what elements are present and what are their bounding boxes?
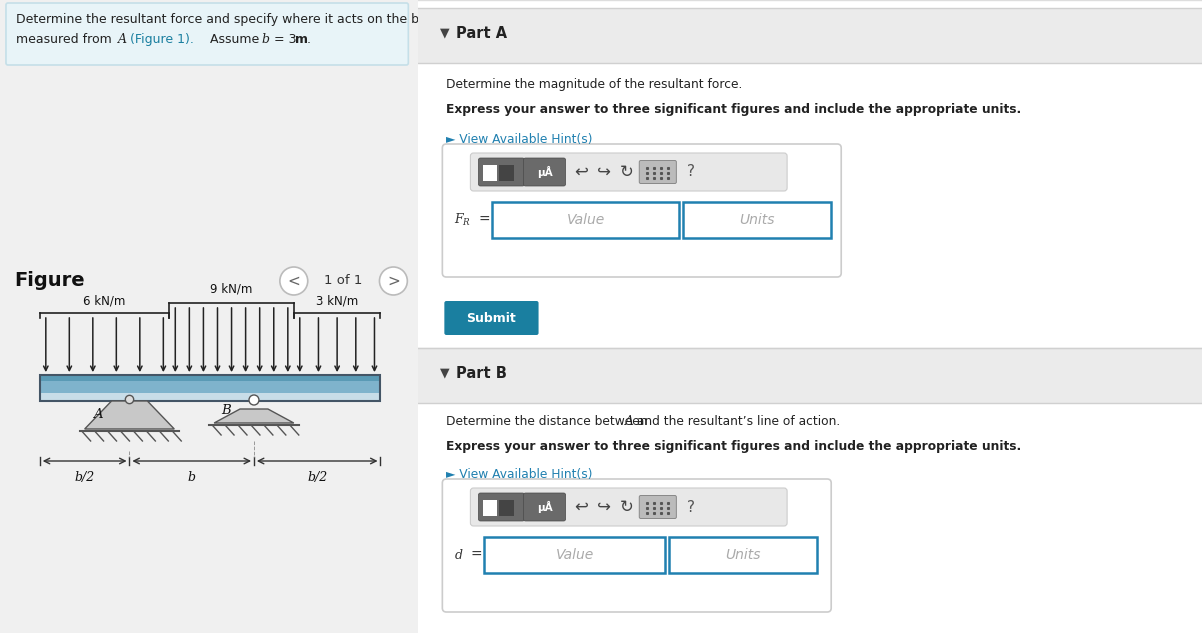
Text: $d$: $d$: [454, 548, 464, 562]
Text: ► View Available Hint(s): ► View Available Hint(s): [446, 468, 593, 481]
FancyBboxPatch shape: [483, 500, 498, 516]
Text: Determine the resultant force and specify where it acts on the beam: Determine the resultant force and specif…: [16, 13, 447, 26]
Text: Units: Units: [739, 213, 775, 227]
Text: ↩: ↩: [573, 498, 588, 516]
Text: 9 kN/m: 9 kN/m: [210, 282, 252, 295]
FancyBboxPatch shape: [470, 488, 787, 526]
Text: Value: Value: [555, 548, 594, 562]
FancyBboxPatch shape: [40, 375, 381, 393]
Text: b: b: [262, 33, 270, 46]
Text: 1 of 1: 1 of 1: [325, 275, 363, 287]
FancyBboxPatch shape: [445, 301, 538, 335]
Text: Part A: Part A: [457, 25, 507, 41]
Text: ↩: ↩: [573, 163, 588, 181]
Text: Determine the magnitude of the resultant force.: Determine the magnitude of the resultant…: [446, 78, 743, 91]
FancyBboxPatch shape: [639, 161, 677, 184]
FancyBboxPatch shape: [639, 496, 677, 518]
Text: Part B: Part B: [457, 365, 507, 380]
FancyBboxPatch shape: [418, 8, 1202, 63]
Polygon shape: [84, 401, 174, 429]
Text: (Figure 1).: (Figure 1).: [131, 33, 195, 46]
Text: m: m: [294, 33, 308, 46]
FancyBboxPatch shape: [524, 158, 566, 186]
FancyBboxPatch shape: [442, 479, 832, 612]
Text: Express your answer to three significant figures and include the appropriate uni: Express your answer to three significant…: [446, 103, 1022, 116]
FancyBboxPatch shape: [418, 0, 1202, 8]
Text: measured from: measured from: [16, 33, 115, 46]
FancyBboxPatch shape: [500, 500, 513, 516]
Text: Submit: Submit: [466, 311, 517, 325]
Circle shape: [280, 267, 308, 295]
FancyBboxPatch shape: [418, 348, 1202, 403]
Text: b/2: b/2: [307, 471, 327, 484]
Text: Value: Value: [566, 213, 605, 227]
Text: ↪: ↪: [596, 498, 611, 516]
Text: ▼: ▼: [440, 27, 450, 39]
Text: b/2: b/2: [75, 471, 95, 484]
Text: and the resultant’s line of action.: and the resultant’s line of action.: [632, 415, 840, 428]
Text: Figure: Figure: [14, 272, 84, 291]
FancyBboxPatch shape: [500, 165, 513, 181]
Circle shape: [380, 267, 407, 295]
Text: 3 kN/m: 3 kN/m: [316, 294, 358, 307]
Text: Express your answer to three significant figures and include the appropriate uni: Express your answer to three significant…: [446, 440, 1022, 453]
Text: μÅ: μÅ: [537, 501, 553, 513]
Text: ▼: ▼: [440, 367, 450, 380]
FancyBboxPatch shape: [40, 393, 381, 401]
FancyBboxPatch shape: [478, 158, 524, 186]
Text: b: b: [188, 471, 196, 484]
FancyBboxPatch shape: [668, 537, 817, 573]
Text: =: =: [470, 548, 482, 562]
Text: ?: ?: [686, 499, 695, 515]
Text: ?: ?: [686, 165, 695, 180]
Text: 6 kN/m: 6 kN/m: [83, 294, 126, 307]
Text: ↻: ↻: [620, 163, 633, 181]
Text: Assume: Assume: [207, 33, 263, 46]
Text: A: A: [93, 408, 102, 422]
FancyBboxPatch shape: [484, 537, 665, 573]
Text: B: B: [221, 404, 231, 418]
FancyBboxPatch shape: [683, 202, 832, 238]
Text: ↻: ↻: [620, 498, 633, 516]
Text: = 3: = 3: [270, 33, 300, 46]
Text: Determine the distance between: Determine the distance between: [446, 415, 651, 428]
Text: Units: Units: [725, 548, 761, 562]
Text: ► View Available Hint(s): ► View Available Hint(s): [446, 133, 593, 146]
Text: A: A: [625, 415, 633, 428]
FancyBboxPatch shape: [493, 202, 679, 238]
Text: >: >: [387, 273, 400, 289]
FancyBboxPatch shape: [524, 493, 566, 521]
FancyBboxPatch shape: [442, 144, 841, 277]
Text: .: .: [307, 33, 311, 46]
FancyBboxPatch shape: [483, 165, 498, 181]
Text: ↪: ↪: [596, 163, 611, 181]
Text: =: =: [478, 213, 490, 227]
Text: A: A: [118, 33, 126, 46]
FancyBboxPatch shape: [40, 375, 381, 381]
FancyBboxPatch shape: [470, 153, 787, 191]
Text: $F_R$: $F_R$: [454, 212, 471, 228]
FancyBboxPatch shape: [418, 403, 1202, 633]
Polygon shape: [214, 409, 293, 423]
FancyBboxPatch shape: [478, 493, 524, 521]
FancyBboxPatch shape: [6, 3, 409, 65]
Text: μÅ: μÅ: [537, 166, 553, 178]
Text: <: <: [287, 273, 300, 289]
FancyBboxPatch shape: [418, 63, 1202, 348]
Circle shape: [249, 395, 258, 405]
